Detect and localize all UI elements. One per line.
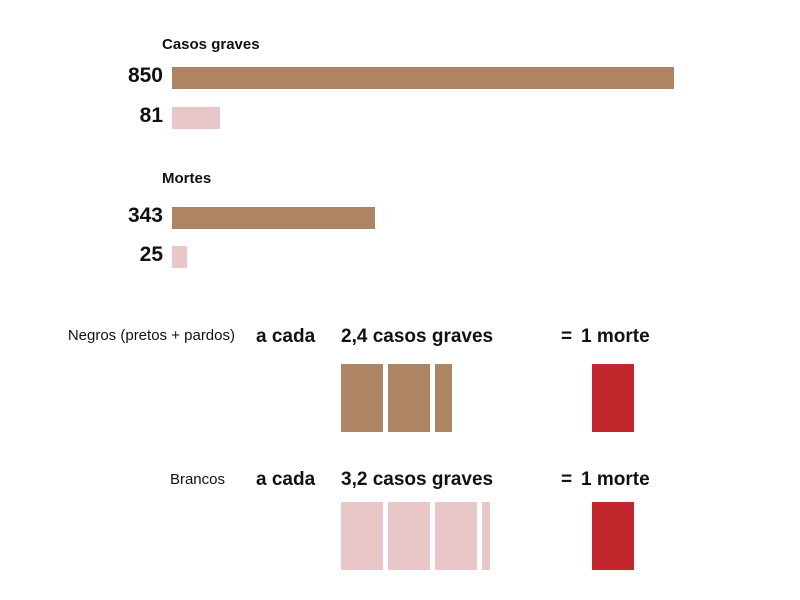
bar-label-mortes-negros: 343 <box>127 204 163 227</box>
ratio-morte-block-negros <box>592 364 634 432</box>
ratio-blocks-brancos <box>341 502 561 570</box>
case-block <box>341 364 383 432</box>
casos-graves-title: Casos graves <box>162 36 260 53</box>
ratio-text-negros: 2,4 casos graves <box>341 326 494 347</box>
ratio-result-negros: 1 morte <box>581 326 650 347</box>
ratio-group-negros: Negros (pretos + pardos) <box>67 327 235 344</box>
ratio-result-brancos: 1 morte <box>581 469 650 490</box>
case-block <box>435 364 452 432</box>
ratio-a-cada-negros: a cada <box>256 326 316 347</box>
bar-casos-graves-brancos <box>172 107 220 129</box>
bar-label-casos-brancos: 81 <box>139 104 163 127</box>
ratio-a-cada-brancos: a cada <box>256 469 316 490</box>
bar-casos-graves-negros <box>172 67 674 89</box>
bar-label-mortes-brancos: 25 <box>139 243 163 266</box>
ratio-equals-negros: = <box>561 326 573 347</box>
ratio-blocks-negros <box>341 364 561 432</box>
mortes-title: Mortes <box>162 170 212 187</box>
case-block <box>435 502 477 570</box>
case-block <box>341 502 383 570</box>
ratio-text-brancos: 3,2 casos graves <box>341 469 494 490</box>
ratio-morte-block-brancos <box>592 502 634 570</box>
ratio-group-brancos: Brancos <box>169 471 225 488</box>
case-block <box>388 502 430 570</box>
ratio-equals-brancos: = <box>561 469 573 490</box>
case-block <box>388 364 430 432</box>
bar-mortes-brancos <box>172 246 187 268</box>
bar-mortes-negros <box>172 207 375 229</box>
case-block <box>482 502 491 570</box>
bar-label-casos-negros: 850 <box>127 64 163 87</box>
